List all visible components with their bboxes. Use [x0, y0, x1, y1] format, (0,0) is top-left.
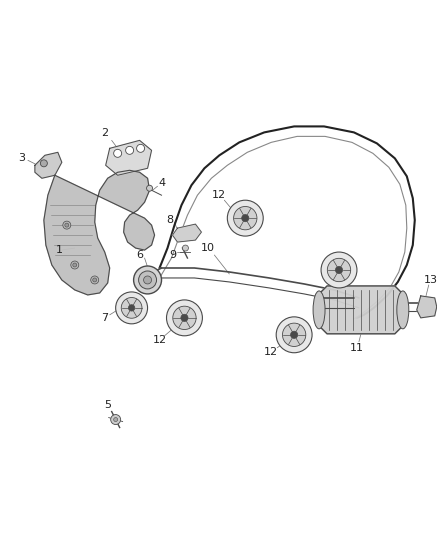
Polygon shape: [173, 224, 201, 242]
Polygon shape: [35, 152, 62, 178]
Text: 13: 13: [424, 275, 438, 285]
Ellipse shape: [397, 291, 409, 329]
Circle shape: [134, 266, 162, 294]
Circle shape: [181, 314, 188, 321]
Circle shape: [137, 144, 145, 152]
Circle shape: [126, 147, 134, 155]
Circle shape: [144, 276, 152, 284]
Ellipse shape: [313, 291, 325, 329]
Circle shape: [128, 305, 135, 311]
Polygon shape: [417, 296, 437, 318]
Polygon shape: [319, 286, 403, 334]
Text: 1: 1: [57, 245, 64, 255]
Circle shape: [114, 149, 122, 157]
Text: 12: 12: [152, 335, 166, 345]
Text: 9: 9: [169, 250, 176, 260]
Circle shape: [111, 415, 120, 425]
Circle shape: [116, 292, 148, 324]
Text: 11: 11: [350, 343, 364, 353]
Text: 12: 12: [264, 347, 278, 357]
Circle shape: [65, 223, 69, 227]
Polygon shape: [106, 140, 152, 175]
Text: 4: 4: [158, 178, 165, 188]
Circle shape: [166, 300, 202, 336]
Text: 6: 6: [136, 250, 143, 260]
Circle shape: [71, 261, 79, 269]
Circle shape: [138, 271, 156, 289]
Circle shape: [242, 215, 249, 222]
Circle shape: [276, 317, 312, 353]
Text: 12: 12: [212, 190, 226, 200]
Circle shape: [327, 259, 351, 281]
Text: 5: 5: [104, 400, 111, 409]
Circle shape: [114, 417, 118, 422]
Circle shape: [63, 221, 71, 229]
Text: 2: 2: [101, 128, 108, 139]
Circle shape: [227, 200, 263, 236]
Circle shape: [183, 245, 188, 251]
Text: 3: 3: [18, 154, 25, 163]
Text: 8: 8: [166, 215, 173, 225]
Circle shape: [147, 185, 152, 191]
Circle shape: [73, 263, 77, 267]
Circle shape: [91, 276, 99, 284]
Circle shape: [233, 206, 257, 230]
Circle shape: [93, 278, 97, 282]
Circle shape: [283, 323, 306, 346]
Circle shape: [290, 331, 298, 338]
Circle shape: [321, 252, 357, 288]
Circle shape: [173, 306, 196, 329]
Text: 10: 10: [201, 243, 214, 253]
Circle shape: [121, 297, 142, 318]
Text: 7: 7: [101, 313, 108, 323]
Polygon shape: [44, 170, 155, 295]
Circle shape: [40, 160, 47, 167]
Circle shape: [336, 266, 343, 273]
